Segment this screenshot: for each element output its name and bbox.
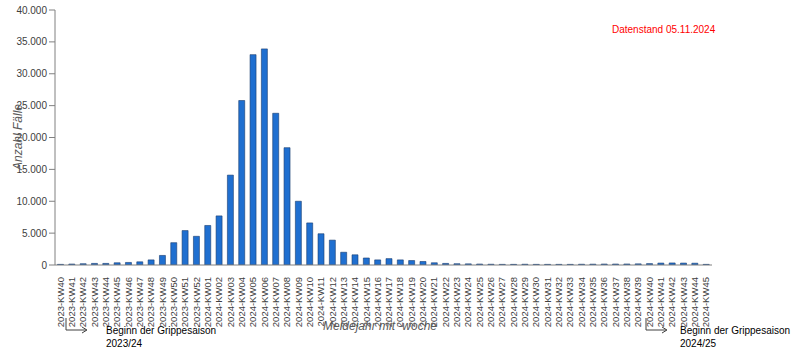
- svg-text:2024-KW08: 2024-KW08: [281, 277, 292, 327]
- svg-text:2024-KW44: 2024-KW44: [689, 277, 700, 327]
- svg-text:2024-KW34: 2024-KW34: [576, 277, 587, 327]
- html-text:Beginn der Grippesaison: Beginn der Grippesaison: [106, 325, 217, 336]
- svg-text:2024-KW28: 2024-KW28: [508, 277, 519, 327]
- svg-text:2024-KW38: 2024-KW38: [621, 277, 632, 327]
- svg-text:2024-KW03: 2024-KW03: [225, 277, 236, 327]
- svg-text:2024-KW07: 2024-KW07: [270, 277, 281, 327]
- svg-text:30.000: 30.000: [16, 68, 47, 79]
- svg-text:2024-KW21: 2024-KW21: [428, 277, 440, 328]
- svg-text:2023-KW48: 2023-KW48: [145, 277, 156, 327]
- svg-text:2024-KW09: 2024-KW09: [293, 277, 304, 327]
- svg-text:20.000: 20.000: [16, 132, 47, 144]
- svg-text:2024-KW40: 2024-KW40: [644, 277, 655, 327]
- svg-text:0: 0: [41, 260, 47, 271]
- svg-text:2024-KW05: 2024-KW05: [247, 277, 258, 327]
- svg-text:2024-KW06: 2024-KW06: [259, 277, 270, 327]
- svg-text:2024-KW20: 2024-KW20: [417, 277, 429, 328]
- svg-text:2023-KW45: 2023-KW45: [111, 277, 122, 327]
- html-text:Anzahl Fälle: Anzahl Fälle: [11, 104, 25, 170]
- svg-text:2024-KW12: 2024-KW12: [326, 277, 338, 328]
- html-text:2023/24: 2023/24: [106, 338, 143, 349]
- svg-text:15.000: 15.000: [16, 163, 47, 175]
- svg-text:2024-KW43: 2024-KW43: [678, 277, 689, 327]
- svg-text:2024-KW35: 2024-KW35: [587, 277, 598, 327]
- svg-text:2024-KW32: 2024-KW32: [553, 277, 564, 327]
- svg-text:2023-KW52: 2023-KW52: [191, 277, 202, 327]
- svg-text:2024-KW36: 2024-KW36: [598, 277, 609, 327]
- svg-text:2023-KW50: 2023-KW50: [168, 277, 179, 327]
- svg-text:2024-KW24: 2024-KW24: [462, 277, 473, 327]
- svg-text:25.000: 25.000: [16, 100, 47, 112]
- svg-text:2024-KW04: 2024-KW04: [236, 277, 247, 327]
- svg-text:2024-KW23: 2024-KW23: [451, 277, 462, 327]
- svg-text:2024-KW42: 2024-KW42: [666, 277, 677, 327]
- svg-text:2024-KW11: 2024-KW11: [315, 277, 327, 327]
- svg-text:2024-KW14: 2024-KW14: [349, 277, 361, 328]
- svg-text:2024-KW27: 2024-KW27: [496, 277, 507, 327]
- svg-text:2023-KW46: 2023-KW46: [123, 277, 134, 327]
- svg-text:10.000: 10.000: [16, 196, 47, 207]
- svg-text:40.000: 40.000: [16, 5, 47, 16]
- svg-text:2023-KW41: 2023-KW41: [66, 277, 77, 327]
- svg-text:2023-KW44: 2023-KW44: [100, 277, 111, 327]
- svg-text:2024-KW17: 2024-KW17: [383, 277, 395, 328]
- svg-text:2024-KW10: 2024-KW10: [304, 277, 315, 327]
- svg-text:2024-KW22: 2024-KW22: [440, 277, 451, 327]
- svg-text:2024-KW33: 2024-KW33: [564, 277, 575, 327]
- svg-text:2023-KW51: 2023-KW51: [179, 277, 190, 327]
- svg-text:2024-KW37: 2024-KW37: [610, 277, 621, 327]
- svg-text:5.000: 5.000: [22, 228, 47, 239]
- svg-text:2023-KW42: 2023-KW42: [77, 277, 88, 327]
- html-text:Beginn der Grippesaison: Beginn der Grippesaison: [680, 325, 791, 336]
- svg-text:2024-KW16: 2024-KW16: [371, 277, 383, 328]
- svg-text:2024-KW02: 2024-KW02: [213, 277, 224, 327]
- svg-text:2024-KW15: 2024-KW15: [360, 277, 372, 328]
- svg-text:2024-KW25: 2024-KW25: [474, 277, 485, 327]
- svg-text:2024-KW41: 2024-KW41: [655, 277, 666, 327]
- svg-text:35.000: 35.000: [16, 36, 47, 47]
- svg-text:2024-KW30: 2024-KW30: [530, 277, 541, 327]
- svg-text:2024-KW26: 2024-KW26: [485, 277, 496, 327]
- svg-text:2024-KW45: 2024-KW45: [700, 277, 711, 327]
- html-text:Datenstand 05.11.2024: Datenstand 05.11.2024: [612, 24, 716, 35]
- svg-text:2023-KW40: 2023-KW40: [55, 277, 66, 327]
- svg-text:2023-KW43: 2023-KW43: [89, 277, 100, 327]
- svg-text:2024-KW18: 2024-KW18: [394, 277, 406, 328]
- svg-text:2024-KW39: 2024-KW39: [632, 277, 643, 327]
- svg-text:2023-KW47: 2023-KW47: [134, 277, 145, 327]
- svg-text:2024-KW19: 2024-KW19: [405, 277, 417, 328]
- svg-text:2024-KW01: 2024-KW01: [202, 277, 213, 327]
- svg-text:2024-KW31: 2024-KW31: [542, 277, 553, 327]
- svg-text:2024-KW29: 2024-KW29: [519, 277, 530, 327]
- html-text:Meldejahr mit -woche: Meldejahr mit -woche: [323, 319, 437, 333]
- html-text:2024/25: 2024/25: [680, 338, 717, 349]
- svg-text:2023-KW49: 2023-KW49: [157, 277, 168, 327]
- svg-text:2024-KW13: 2024-KW13: [337, 277, 349, 328]
